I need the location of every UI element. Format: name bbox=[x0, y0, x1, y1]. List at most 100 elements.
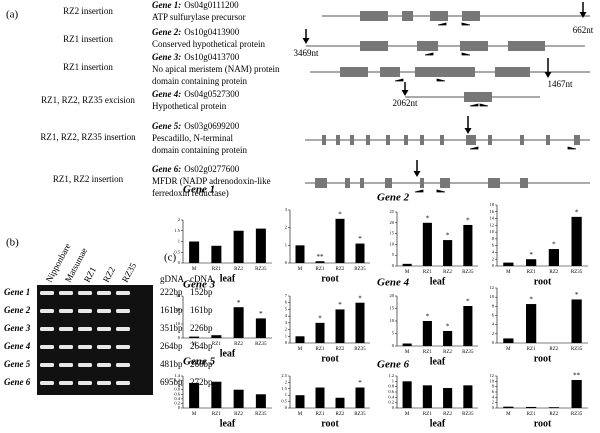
significance: ** bbox=[573, 372, 581, 380]
x-tick-label: M bbox=[405, 270, 410, 275]
x-tick-label: RZ2 bbox=[234, 342, 243, 347]
insertion-arrowhead bbox=[464, 128, 472, 134]
bar bbox=[295, 395, 305, 408]
significance: * bbox=[446, 323, 450, 331]
event-label: RZ1 insertion bbox=[63, 62, 113, 72]
y-tick-label: 0 bbox=[178, 405, 181, 410]
bar bbox=[335, 218, 345, 263]
exon bbox=[574, 135, 580, 145]
x-tick-label: RZ1 bbox=[316, 347, 325, 352]
bar bbox=[503, 262, 514, 266]
y-tick-label: 3 bbox=[285, 320, 288, 325]
significance: * bbox=[358, 235, 362, 243]
y-tick-label: 0.2 bbox=[174, 400, 180, 405]
gel-band bbox=[116, 309, 130, 313]
cdna-size: 272bp bbox=[190, 377, 213, 387]
y-tick-label: 6 bbox=[285, 300, 288, 305]
y-tick-label: 2 bbox=[492, 331, 494, 336]
insertion-arrowhead bbox=[544, 72, 552, 78]
event-label: RZ1 insertion bbox=[63, 34, 113, 44]
x-tick-label: RZ1 bbox=[316, 267, 325, 272]
y-tick-label: 4 bbox=[492, 322, 495, 327]
primer bbox=[469, 103, 479, 107]
chart-title: Gene 2 bbox=[377, 192, 410, 204]
primer bbox=[424, 52, 434, 56]
bar bbox=[335, 309, 345, 343]
size-header: gDNA bbox=[160, 274, 184, 284]
y-tick-label: 0.6 bbox=[388, 389, 394, 394]
y-tick-label: 0 bbox=[492, 263, 495, 268]
gel-row-label: Gene 4 bbox=[4, 341, 31, 351]
y-tick-label: 1 bbox=[285, 242, 287, 247]
cdna-size: 266bp bbox=[190, 359, 213, 369]
y-tick-label: 0 bbox=[392, 263, 395, 268]
gel-band bbox=[40, 363, 54, 367]
y-tick-label: 0.8 bbox=[174, 387, 180, 392]
bar bbox=[571, 216, 582, 266]
exon bbox=[440, 178, 450, 188]
y-tick-label: 1.5 bbox=[174, 228, 180, 233]
exon bbox=[366, 135, 370, 145]
x-tick-label: M bbox=[192, 267, 197, 272]
x-tick-label: RZ1 bbox=[212, 342, 221, 347]
gene-name: Gene 5: Os03g0699200 bbox=[152, 121, 240, 131]
gene-name: Gene 3: Os10g0413700 bbox=[152, 52, 240, 62]
y-tick-label: 5 bbox=[392, 252, 395, 257]
bar bbox=[571, 299, 582, 343]
exon bbox=[360, 41, 388, 51]
gene-id: Os04g0527300 bbox=[184, 89, 240, 99]
gel-band bbox=[78, 381, 92, 385]
bar bbox=[233, 230, 244, 263]
bar bbox=[402, 343, 412, 346]
exon bbox=[546, 135, 550, 145]
gel-band bbox=[40, 291, 54, 295]
x-tick-label: M bbox=[298, 267, 303, 272]
y-tick-label: 16 bbox=[490, 209, 495, 214]
bar bbox=[355, 302, 365, 343]
position-label: 2062nt bbox=[392, 98, 418, 108]
y-tick-label: 2 bbox=[178, 217, 180, 222]
primer bbox=[414, 189, 424, 193]
gdna-size: 481bp bbox=[160, 359, 183, 369]
primer bbox=[394, 78, 404, 82]
gel-band bbox=[116, 327, 130, 331]
y-tick-label: 5 bbox=[392, 331, 395, 336]
gel-band bbox=[116, 381, 130, 385]
y-tick-label: 0 bbox=[392, 405, 395, 410]
exon bbox=[430, 11, 448, 21]
y-tick-label: 20 bbox=[176, 307, 181, 312]
y-tick-label: 14 bbox=[490, 216, 495, 221]
gel-band bbox=[40, 309, 54, 313]
x-tick-label: M bbox=[506, 270, 511, 275]
exon bbox=[464, 92, 492, 102]
y-tick-label: 0 bbox=[285, 405, 288, 410]
exon bbox=[420, 135, 424, 145]
y-tick-label: 0.5 bbox=[174, 249, 180, 254]
panel-label: (b) bbox=[6, 237, 19, 249]
primer bbox=[461, 52, 471, 56]
primer bbox=[461, 22, 471, 26]
event-label: RZ1, RZ2, RZ35 insertion bbox=[40, 132, 136, 142]
bar bbox=[443, 331, 453, 346]
bar bbox=[189, 382, 200, 408]
bar bbox=[422, 385, 432, 408]
gel-row-label: Gene 3 bbox=[4, 323, 31, 333]
bar bbox=[355, 387, 365, 408]
x-tick-label: RZ35 bbox=[571, 347, 583, 352]
y-tick-label: 1 bbox=[285, 333, 287, 338]
significance: * bbox=[529, 251, 533, 259]
significance: * bbox=[338, 301, 342, 309]
x-tick-label: M bbox=[298, 412, 303, 417]
significance: * bbox=[466, 298, 470, 306]
gene-id: Os10g0413900 bbox=[184, 27, 240, 37]
bar bbox=[503, 406, 514, 408]
exon bbox=[415, 67, 475, 77]
y-tick-label: 6 bbox=[492, 313, 495, 318]
exon bbox=[360, 178, 364, 188]
insertion-arrowhead bbox=[401, 90, 409, 96]
y-tick-label: 10 bbox=[176, 321, 181, 326]
insertion-arrowhead bbox=[579, 12, 587, 18]
gdna-size: 695bp bbox=[160, 377, 183, 387]
exon bbox=[336, 135, 340, 145]
x-axis-label: leaf bbox=[220, 348, 236, 359]
